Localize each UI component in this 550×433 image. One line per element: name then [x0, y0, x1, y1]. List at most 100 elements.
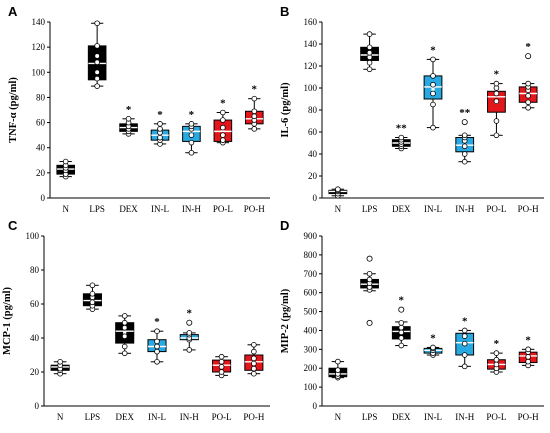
y-tick-label: 20 — [30, 367, 40, 377]
data-point — [366, 66, 373, 73]
box-N — [328, 358, 348, 381]
y-tick-label: 700 — [304, 269, 318, 279]
data-point — [94, 69, 100, 76]
significance-marker: * — [189, 109, 195, 121]
y-tick-label: 400 — [304, 325, 318, 335]
data-point — [220, 109, 226, 116]
outlier-point — [366, 319, 373, 326]
data-point — [154, 343, 160, 350]
y-tick-label: 40 — [36, 143, 46, 153]
y-tick-label: 140 — [304, 39, 318, 49]
box-DEX — [115, 313, 135, 357]
data-point — [157, 126, 163, 132]
data-point — [251, 126, 258, 132]
data-point — [430, 81, 436, 88]
x-tick-label: LPS — [362, 204, 378, 214]
x-tick-label: DEX — [115, 412, 134, 422]
panel-letter: D — [280, 218, 289, 233]
box-PO-H: * — [518, 334, 538, 369]
data-point — [186, 330, 193, 336]
data-point — [335, 186, 341, 193]
data-point — [335, 367, 341, 373]
data-point — [188, 132, 195, 138]
data-point — [89, 299, 96, 306]
data-point — [493, 118, 500, 124]
data-point — [157, 134, 163, 141]
data-point — [461, 340, 468, 347]
data-point — [121, 313, 128, 319]
data-point — [461, 143, 468, 150]
box-IN-H: * — [182, 109, 201, 156]
significance-marker: * — [525, 41, 531, 53]
box-N — [50, 358, 70, 377]
outlier-point — [461, 119, 468, 126]
data-point — [525, 80, 531, 87]
data-point — [251, 113, 258, 120]
y-tick-label: 200 — [304, 363, 318, 373]
x-tick-label: PO-L — [486, 412, 506, 422]
y-tick-label: 800 — [304, 250, 318, 260]
y-tick-label: 100 — [26, 231, 40, 241]
y-tick-label: 60 — [30, 299, 40, 309]
data-point — [94, 20, 100, 27]
x-tick-label: PO-L — [486, 204, 506, 214]
y-tick-label: 120 — [32, 42, 46, 52]
y-tick-label: 500 — [304, 307, 318, 317]
x-tick-label: PO-H — [518, 204, 540, 214]
data-point — [218, 358, 225, 365]
significance-marker: * — [126, 104, 132, 116]
x-tick-label: IN-L — [148, 412, 166, 422]
x-tick-label: DEX — [392, 204, 411, 214]
data-point — [525, 346, 531, 353]
data-point — [398, 329, 405, 336]
box-IN-H: ** — [455, 107, 475, 165]
box-IN-L: * — [423, 332, 443, 358]
data-point — [89, 290, 96, 297]
box-PO-L: * — [487, 338, 506, 375]
data-point — [430, 101, 436, 108]
y-tick-label: 160 — [304, 17, 318, 27]
x-tick-label: IN-L — [424, 204, 442, 214]
data-point — [220, 132, 226, 138]
data-point — [366, 270, 373, 277]
y-tick-label: 60 — [36, 118, 46, 128]
data-point — [220, 124, 226, 131]
x-tick-label: PO-H — [243, 412, 265, 422]
mean-marker — [123, 331, 127, 335]
data-point — [251, 370, 257, 377]
y-tick-label: 80 — [308, 105, 318, 115]
data-point — [251, 360, 257, 367]
significance-marker: * — [462, 315, 468, 327]
data-point — [251, 365, 257, 372]
data-point — [366, 44, 373, 51]
panel-A: A 0 20 40 60 80 100 120 140 TNF-α (pg/ml) N LPS DEX *… — [8, 4, 270, 214]
box-IN-L: * — [423, 44, 443, 131]
data-point — [94, 59, 100, 66]
data-point — [121, 333, 128, 340]
data-point — [335, 358, 341, 365]
data-point — [188, 121, 195, 127]
significance-marker: * — [399, 295, 405, 307]
y-tick-label: 60 — [308, 127, 318, 137]
y-tick-label: 20 — [36, 168, 46, 178]
box-DEX: ** — [391, 123, 411, 152]
data-point — [398, 324, 405, 331]
data-point — [461, 151, 468, 157]
box-IN-H: * — [179, 308, 199, 353]
y-tick-label: 120 — [304, 61, 318, 71]
data-point — [493, 132, 500, 139]
y-axis-label: MIP-2 (pg/ml) — [280, 288, 291, 353]
data-point — [430, 73, 436, 79]
data-point — [89, 282, 96, 289]
data-point — [430, 56, 436, 63]
data-point — [430, 344, 436, 351]
box-LPS — [360, 255, 379, 326]
box-LPS — [87, 20, 107, 89]
data-point — [188, 149, 195, 156]
significance-marker: * — [494, 338, 500, 350]
panel-D: D 0 100 200 300 400 500 600 700 800 900 MIP-2 (pg/m… — [280, 218, 544, 422]
data-point — [154, 338, 160, 345]
data-point — [251, 348, 257, 355]
y-tick-label: 100 — [32, 67, 46, 77]
